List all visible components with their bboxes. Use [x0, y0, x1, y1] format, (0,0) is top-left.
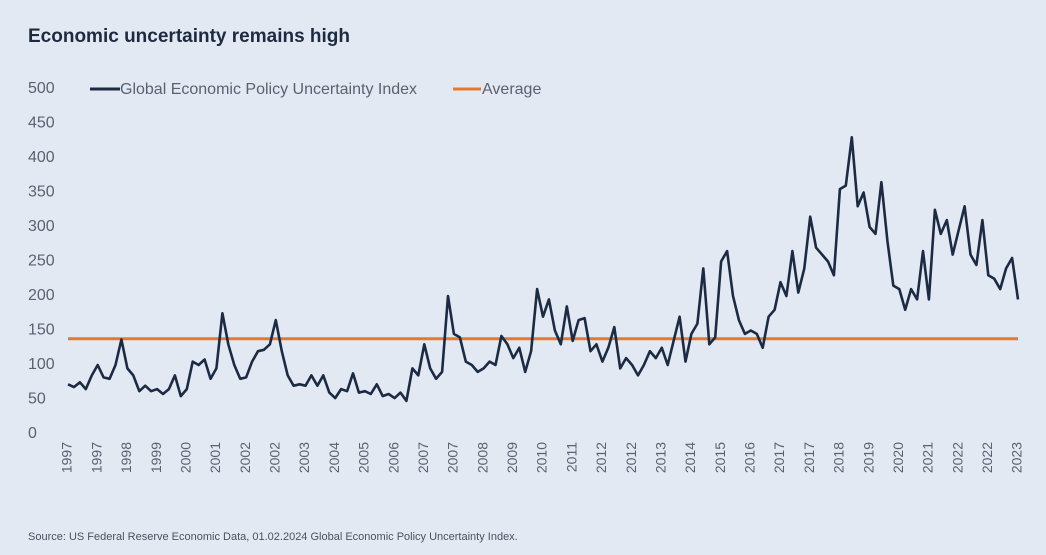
x-tick-label: 2020	[890, 442, 906, 473]
x-tick-label: 2017	[771, 442, 787, 473]
x-tick-label: 2002	[237, 442, 253, 473]
source: Source: US Federal Reserve Economic Data…	[28, 531, 518, 543]
y-tick-label: 150	[28, 322, 55, 339]
x-tick-label: 2022	[949, 442, 965, 473]
y-tick-label: 500	[28, 80, 55, 97]
x-tick-label: 2007	[445, 442, 461, 473]
x-tick-label: 1997	[59, 442, 75, 473]
x-tick-label: 2003	[296, 442, 312, 473]
y-tick-label: 0	[28, 425, 37, 442]
legend-label: Average	[482, 81, 541, 98]
series-line	[67, 136, 1020, 403]
x-tick-label: 2016	[742, 442, 758, 473]
x-tick-label: 2001	[207, 442, 223, 473]
chart-title: Economic uncertainty remains high	[28, 26, 350, 47]
y-tick-label: 200	[28, 287, 55, 304]
x-tick-label: 2023	[1009, 442, 1025, 473]
y-tick-label: 350	[28, 184, 55, 201]
y-tick-label: 300	[28, 218, 55, 235]
x-tick-label: 2013	[652, 442, 668, 473]
x-tick-label: 2018	[831, 442, 847, 473]
y-tick-label: 450	[28, 115, 55, 132]
x-tick-label: 2004	[326, 442, 342, 473]
x-tick-label: 2007	[415, 442, 431, 473]
x-tick-label: 2012	[623, 442, 639, 473]
x-tick-label: 2009	[504, 442, 520, 473]
y-tick-label: 100	[28, 356, 55, 373]
x-tick-label: 2021	[920, 442, 936, 473]
x-tick-label: 2005	[356, 442, 372, 473]
x-tick-label: 2002	[267, 442, 283, 473]
x-tick-label: 2010	[534, 442, 550, 473]
x-tick-label: 2019	[860, 442, 876, 473]
y-tick-label: 400	[28, 149, 55, 166]
x-tick-label: 2011	[563, 442, 579, 472]
x-tick-label: 1999	[148, 442, 164, 473]
x-tick-label: 1997	[88, 442, 104, 473]
x-tick-label: 2014	[682, 442, 698, 473]
x-tick-label: 1998	[118, 442, 134, 473]
x-tick-label: 2017	[801, 442, 817, 473]
x-tick-label: 2000	[177, 442, 193, 473]
y-tick-label: 50	[28, 391, 46, 408]
y-tick-label: 250	[28, 253, 55, 270]
x-tick-label: 2015	[712, 442, 728, 473]
x-tick-label: 2022	[979, 442, 995, 473]
x-tick-label: 2012	[593, 442, 609, 473]
x-tick-label: 2006	[385, 442, 401, 473]
legend-label: Global Economic Policy Uncertainty Index	[120, 81, 417, 98]
x-tick-label: 2008	[474, 442, 490, 473]
